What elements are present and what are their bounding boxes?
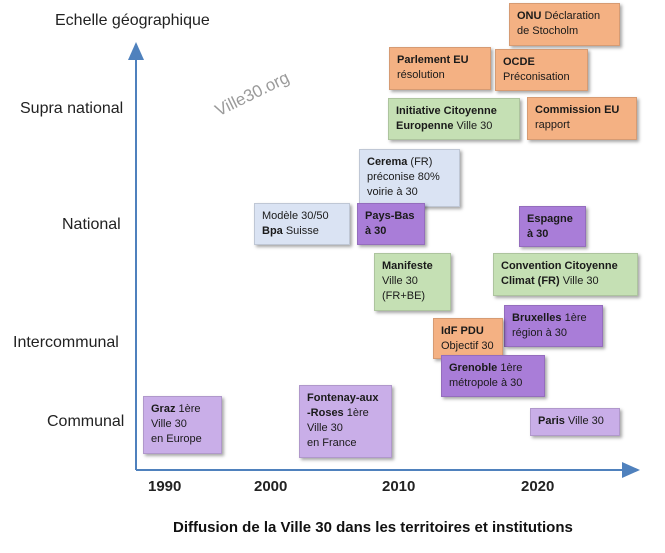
box-modele-30-50: Modèle 30/50 Bpa Suisse: [254, 203, 350, 245]
y-axis-title: Echelle géographique: [55, 12, 210, 29]
x-tick-2000: 2000: [254, 478, 288, 495]
level-national: National: [62, 216, 121, 233]
level-supra-national: Supra national: [20, 100, 124, 117]
box-parlement-eu: Parlement EU résolution: [389, 47, 491, 90]
box-idf-pdu: IdF PDU Objectif 30: [433, 318, 503, 359]
box-manifeste: Manifeste Ville 30 (FR+BE): [374, 253, 451, 311]
box-initiative-citoyenne: Initiative Citoyenne Europenne Ville 30: [388, 98, 520, 140]
box-onu: ONU Déclaration de Stocholm: [509, 3, 620, 46]
level-communal: Communal: [47, 413, 125, 430]
box-cerema: Cerema (FR) préconise 80% voirie à 30: [359, 149, 460, 207]
box-bruxelles: Bruxelles 1ère région à 30: [504, 305, 603, 347]
diagram-title: Diffusion de la Ville 30 dans les territ…: [173, 519, 573, 536]
box-graz: Graz 1ère Ville 30 en Europe: [143, 396, 222, 454]
x-tick-2020: 2020: [521, 478, 555, 495]
level-intercommunal: Intercommunal: [13, 334, 119, 351]
box-ocde: OCDE Préconisation: [495, 49, 588, 91]
box-paris: Paris Ville 30: [530, 408, 620, 436]
box-pays-bas: Pays-Bas à 30: [357, 203, 425, 245]
x-tick-2010: 2010: [382, 478, 416, 495]
box-grenoble: Grenoble 1ère métropole à 30: [441, 355, 545, 397]
box-espagne: Espagne à 30: [519, 206, 586, 247]
box-convention-citoyenne: Convention Citoyenne Climat (FR) Ville 30: [493, 253, 638, 296]
box-commission-eu: Commission EU rapport: [527, 97, 637, 140]
x-tick-1990: 1990: [148, 478, 182, 495]
box-fontenay-aux-roses: Fontenay-aux -Roses 1ère Ville 30 en France: [299, 385, 392, 458]
